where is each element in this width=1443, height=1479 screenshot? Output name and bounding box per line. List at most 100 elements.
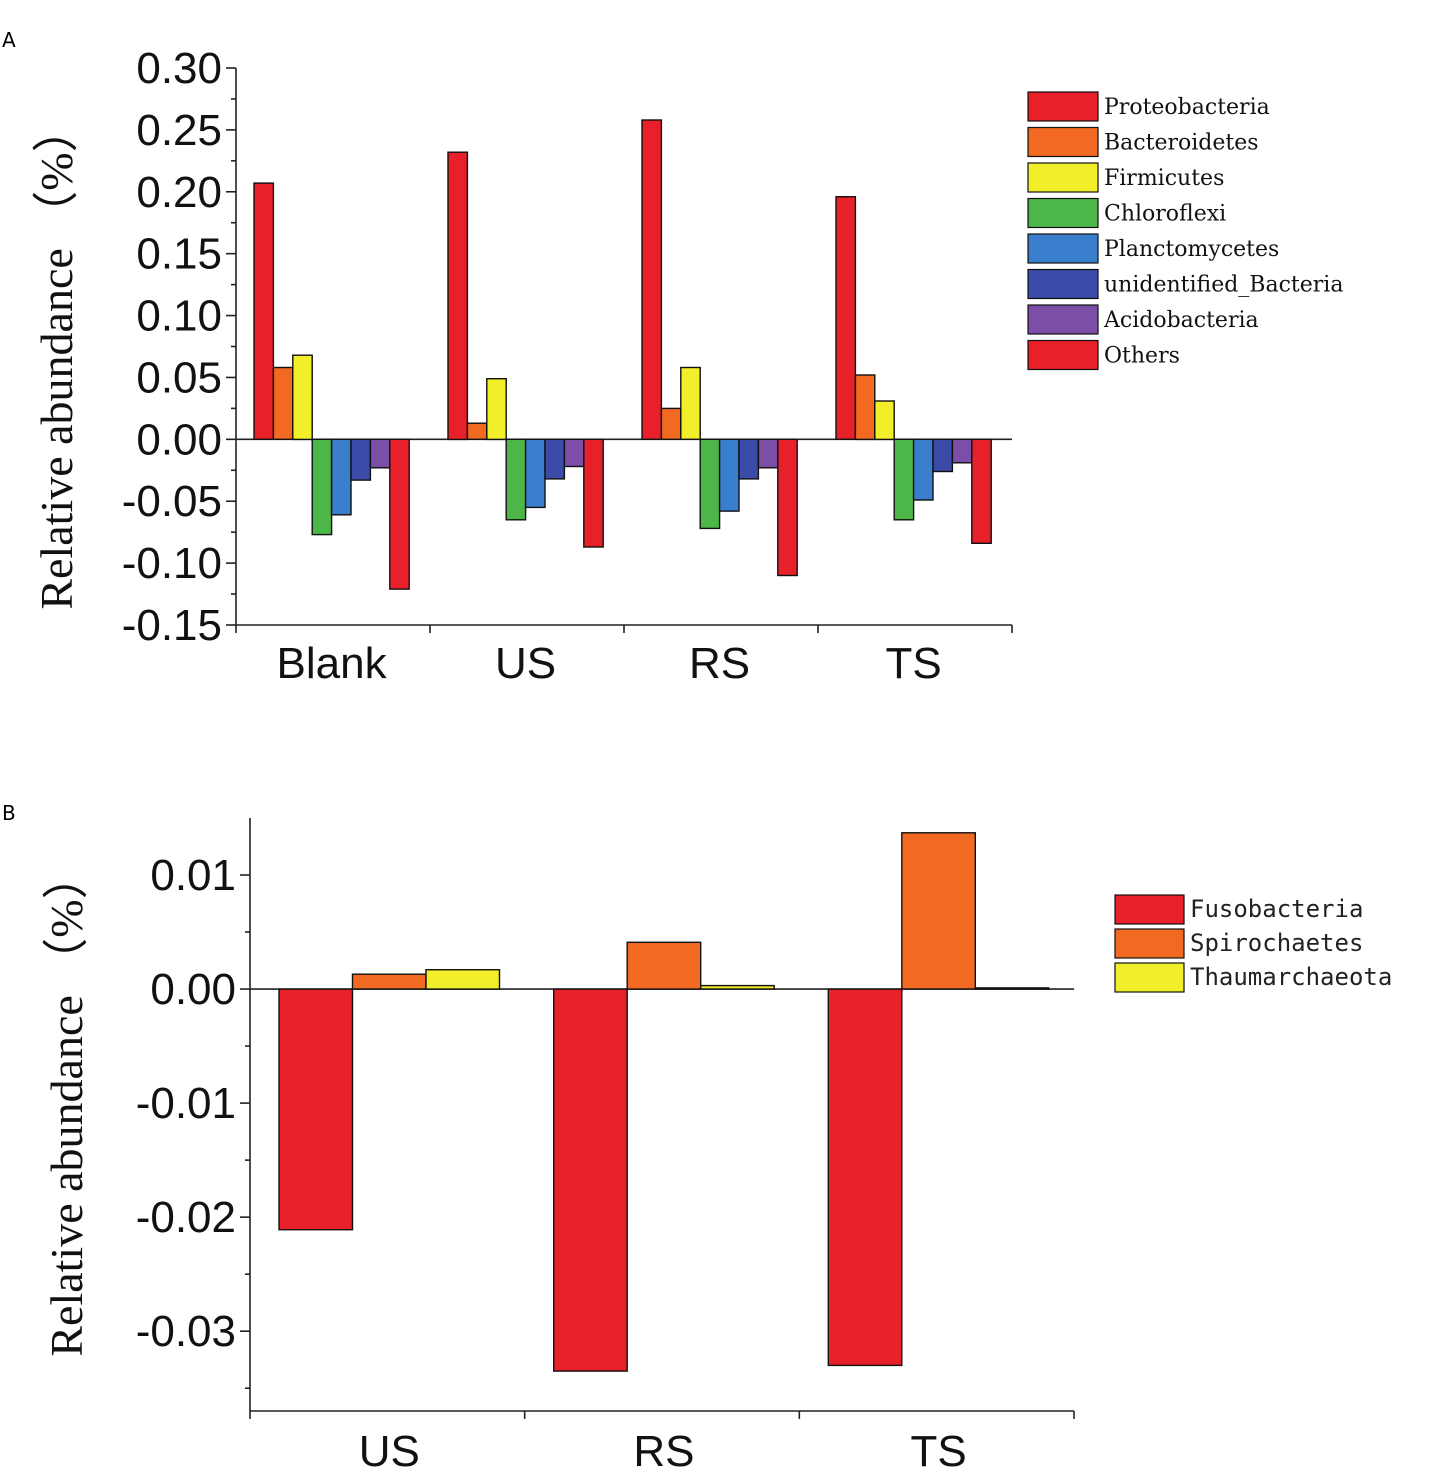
legend-swatch	[1114, 928, 1185, 959]
panel-a-y-axis-label: Relative abundance （%）	[31, 106, 82, 609]
y-tick-label: -0.15	[122, 601, 222, 650]
panel-b-y-axis-label: Relative abundance （%）	[41, 853, 92, 1356]
legend-swatch	[1027, 162, 1099, 193]
legend-swatch	[1027, 339, 1099, 371]
y-tick-label: -0.03	[136, 1307, 236, 1356]
bar-spirochaetes-us	[351, 973, 427, 990]
bar-thaumarchaeota-rs	[700, 984, 775, 990]
legend-label: Fusobacteria	[1190, 895, 1363, 923]
panel-a-axes: 0.30 0.25 0.20 0.15 0.10 0.05 0.00 -0.05 -0.10 -0…	[122, 44, 1013, 688]
y-tick-label: -0.02	[136, 1193, 236, 1242]
legend-label: Chloroflexi	[1104, 202, 1226, 227]
legend-swatch	[1027, 268, 1099, 300]
bar-proteobacteria-rs	[641, 119, 663, 440]
legend-label: Firmicutes	[1104, 166, 1224, 191]
legend-swatch	[1027, 197, 1099, 229]
panel-b-legend: Fusobacteria Spirochaetes Thaumarchaeota	[1114, 894, 1392, 993]
y-tick-label: 0.30	[136, 44, 222, 93]
bar-others-blank	[389, 438, 410, 590]
bar-unidentified-bacteria-blank	[350, 438, 372, 481]
legend-label: Spirochaetes	[1190, 929, 1363, 957]
legend-label: Acidobacteria	[1103, 308, 1259, 333]
bar-chloroflexi-blank	[311, 438, 333, 536]
bar-thaumarchaeota-ts	[974, 987, 1050, 990]
panel-a-bars	[253, 119, 992, 590]
bar-unidentified-bacteria-rs	[738, 438, 760, 480]
x-category-label: Blank	[277, 639, 388, 688]
y-tick-label: 0.20	[136, 168, 222, 217]
bar-spirochaetes-ts	[901, 832, 976, 990]
y-tick-label: 0.25	[136, 106, 222, 155]
y-tick-label: 0.15	[136, 230, 222, 279]
bar-proteobacteria-ts	[835, 195, 857, 441]
bar-spirochaetes-rs	[626, 941, 702, 990]
panel-b-label: B	[2, 801, 16, 825]
bar-acidobacteria-rs	[757, 438, 779, 469]
bar-bacteroidetes-rs	[660, 407, 682, 440]
legend-label: Planctomycetes	[1104, 237, 1279, 262]
y-tick-label: 0.01	[150, 851, 236, 900]
panel-a-legend: Proteobacteria Bacteroidetes Firmicutes Chl…	[1027, 91, 1343, 371]
bar-others-us	[583, 438, 604, 548]
y-tick-label: 0.00	[150, 965, 236, 1014]
bar-planctomycetes-ts	[912, 438, 934, 501]
bar-acidobacteria-us	[563, 438, 585, 468]
bar-bacteroidetes-us	[466, 422, 488, 441]
y-tick-label: 0.10	[136, 292, 222, 341]
bar-chloroflexi-ts	[893, 438, 915, 521]
bar-fusobacteria-ts	[827, 988, 903, 1367]
legend-label: Proteobacteria	[1104, 95, 1270, 120]
legend-swatch	[1027, 91, 1099, 122]
y-tick-label: -0.10	[122, 539, 222, 588]
bar-firmicutes-rs	[680, 366, 701, 441]
bar-others-ts	[971, 438, 992, 544]
bar-chloroflexi-us	[505, 438, 527, 521]
panel-a-label: A	[2, 28, 16, 52]
bar-planctomycetes-rs	[718, 438, 740, 512]
x-category-label: RS	[633, 1427, 694, 1476]
x-category-label: TS	[885, 639, 941, 688]
bar-firmicutes-blank	[292, 354, 313, 441]
panel-b-bars	[278, 832, 1050, 1372]
bar-acidobacteria-blank	[369, 438, 391, 469]
bar-acidobacteria-ts	[951, 438, 973, 464]
panel-b-axes: 0.01 0.00 -0.01 -0.02 -0.03 US RS TS	[136, 818, 1075, 1476]
legend-swatch	[1027, 304, 1099, 335]
panel-b-y-axis-label-unit: （%）	[41, 853, 92, 983]
bar-firmicutes-ts	[874, 400, 895, 441]
panel-b-chart: B Relative abundance （%） 0.01 0.00 -0.01 -0…	[2, 801, 1392, 1476]
panel-b-y-axis-label-text: Relative abundance	[41, 995, 92, 1356]
bar-fusobacteria-us	[278, 988, 354, 1231]
y-tick-label: -0.05	[122, 477, 222, 526]
x-category-label: US	[359, 1427, 420, 1476]
bar-planctomycetes-blank	[330, 438, 352, 516]
legend-label: Thaumarchaeota	[1190, 963, 1392, 991]
bar-planctomycetes-us	[524, 438, 546, 509]
bar-firmicutes-us	[486, 378, 507, 441]
bar-chloroflexi-rs	[699, 438, 721, 530]
legend-swatch	[1027, 233, 1099, 264]
bar-unidentified-bacteria-us	[544, 438, 566, 480]
y-tick-label: 0.00	[136, 415, 222, 464]
bar-bacteroidetes-ts	[854, 374, 876, 441]
x-category-label: RS	[689, 639, 750, 688]
bar-proteobacteria-us	[447, 151, 469, 441]
legend-label: unidentified_Bacteria	[1104, 273, 1343, 298]
panel-a-chart: A Relative abundance （%） 0.30 0.25 0.20 0.1…	[2, 28, 1343, 688]
panel-a-y-axis-label-text: Relative abundance	[31, 248, 82, 609]
legend-swatch	[1114, 962, 1185, 993]
x-category-label: TS	[910, 1427, 966, 1476]
legend-swatch	[1027, 126, 1099, 158]
bar-unidentified-bacteria-ts	[932, 438, 954, 473]
x-category-label: US	[495, 639, 556, 688]
bar-thaumarchaeota-us	[425, 969, 501, 990]
panel-a-y-axis-label-unit: （%）	[31, 106, 82, 236]
y-tick-label: 0.05	[136, 353, 222, 402]
legend-swatch	[1114, 894, 1185, 925]
legend-label: Bacteroidetes	[1104, 131, 1259, 156]
bar-bacteroidetes-blank	[272, 366, 294, 441]
bar-fusobacteria-rs	[553, 988, 628, 1372]
bar-others-rs	[777, 438, 798, 577]
y-tick-label: -0.01	[136, 1079, 236, 1128]
